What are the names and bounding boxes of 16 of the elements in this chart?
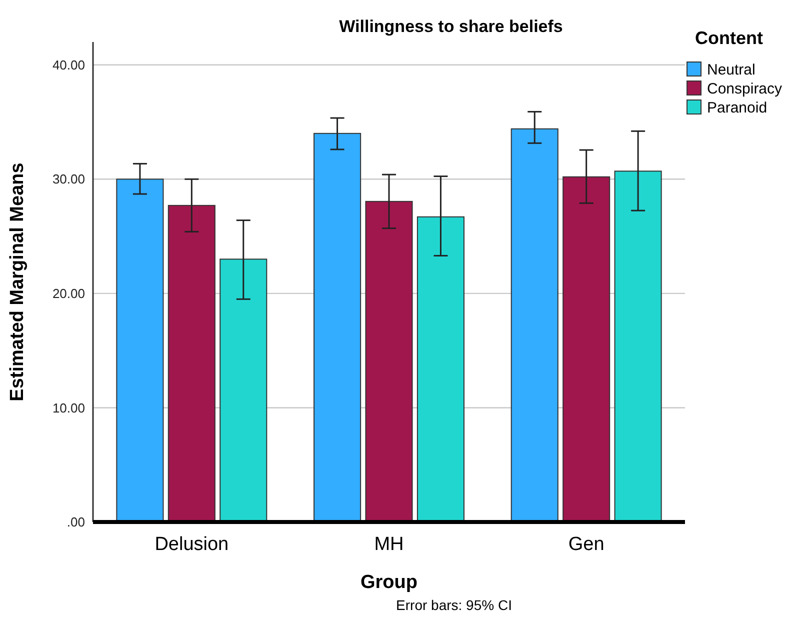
x-axis-title: Group — [360, 572, 418, 593]
y-tick-label: 10.00 — [52, 400, 85, 416]
y-tick-label: .00 — [66, 514, 85, 530]
legend-title: Content — [695, 28, 763, 48]
y-tick-label: 40.00 — [52, 57, 85, 72]
x-tick-label: MH — [374, 534, 404, 555]
y-tick-label: 30.00 — [52, 172, 85, 187]
x-tick-label: Delusion — [154, 534, 229, 555]
legend-label: Conspiracy — [707, 80, 783, 98]
legend-label: Paranoid — [707, 99, 768, 116]
chart-title: Willingness to share beliefs — [339, 17, 563, 36]
y-axis-title: Estimated Marginal Means — [7, 162, 28, 402]
legend-label: Neutral — [707, 61, 756, 78]
x-tick-label: Gen — [568, 534, 604, 555]
text: Error bars: 95% CI — [396, 597, 512, 613]
y-tick-label: 20.00 — [52, 286, 85, 301]
